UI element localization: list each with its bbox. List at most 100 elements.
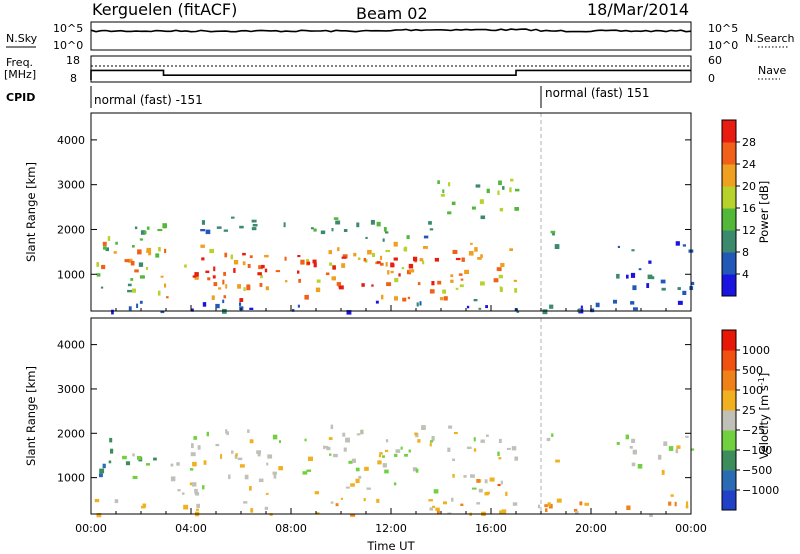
scatter-cell (460, 503, 464, 506)
scatter-cell (115, 241, 118, 245)
scatter-cell (230, 254, 233, 260)
scatter-cell (242, 252, 246, 256)
scatter-cell (544, 504, 548, 508)
time-axis-label: Time UT (366, 539, 415, 553)
scatter-cell (590, 308, 595, 313)
scatter-cell (237, 457, 243, 461)
scatter-cell (239, 298, 244, 302)
scatter-cell (364, 259, 368, 263)
scatter-cell (550, 230, 556, 234)
scatter-cell (213, 282, 218, 287)
scatter-cell (443, 501, 447, 505)
scatter-cell (264, 268, 268, 273)
scatter-cell (137, 456, 142, 460)
scatter-cell (407, 269, 411, 275)
scatter-cell (131, 288, 136, 293)
scatter-cell (401, 267, 405, 270)
scatter-cell (382, 463, 387, 468)
scatter-cell (573, 508, 578, 512)
scatter-cell (134, 226, 138, 230)
colorbar-swatch (722, 230, 736, 253)
scatter-cell (376, 498, 380, 503)
scatter-cell (292, 309, 295, 312)
scatter-cell (475, 184, 481, 188)
scatter-cell (417, 439, 421, 443)
scatter-cell (385, 262, 388, 267)
scatter-cell (431, 281, 435, 286)
scatter-cell (549, 304, 554, 309)
colorbar-swatch (722, 252, 736, 275)
scatter-cell (132, 245, 135, 248)
scatter-cell (215, 303, 220, 309)
scatter-cell (486, 434, 489, 437)
scatter-cell (142, 503, 147, 508)
scatter-cell (160, 310, 165, 314)
scatter-cell (660, 279, 666, 284)
scatter-cell (313, 262, 317, 268)
scatter-cell (316, 512, 320, 515)
scatter-cell (146, 463, 150, 466)
scatter-cell (377, 460, 382, 465)
scatter-cell (153, 457, 157, 461)
scatter-cell (258, 478, 264, 483)
scatter-cell (638, 268, 642, 271)
scatter-cell (197, 445, 201, 450)
scatter-cell (200, 244, 205, 248)
scatter-cell (507, 447, 511, 450)
scatter-cell (267, 454, 273, 459)
scatter-cell (429, 507, 434, 511)
scatter-cell (243, 287, 246, 292)
scatter-cell (429, 440, 434, 443)
scatter-cell (331, 228, 334, 232)
velocity-cells (94, 424, 695, 518)
scatter-cell (266, 462, 269, 466)
scatter-cell (429, 228, 434, 231)
colorbar-swatch (722, 142, 736, 165)
scatter-cell (138, 262, 144, 267)
scatter-cell (509, 248, 513, 251)
scatter-cell (239, 302, 242, 306)
colorbar-tick-label: −500 (742, 464, 772, 477)
scatter-cell (404, 453, 408, 457)
scatter-cell (416, 302, 419, 307)
colorbar-tick-label: −100 (742, 444, 772, 457)
scatter-cell (440, 193, 445, 197)
scatter-cell (443, 296, 448, 301)
scatter-cell (455, 257, 461, 261)
scatter-cell (132, 453, 135, 457)
scatter-cell (390, 270, 394, 274)
colorbar-tick-label: 8 (742, 246, 749, 259)
scatter-cell (451, 497, 454, 502)
scatter-cell (383, 227, 387, 232)
x-tick-label: 12:00 (375, 522, 407, 535)
scatter-cell (237, 284, 241, 289)
colorbar-swatch (722, 274, 736, 297)
scatter-cell (184, 264, 187, 268)
scatter-cell (428, 221, 432, 225)
colorbar-tick-label: 4 (742, 268, 749, 281)
scatter-cell (127, 289, 132, 293)
scatter-cell (409, 269, 415, 273)
colorbar-swatch (722, 186, 736, 209)
y-tick-label: 3000 (57, 179, 85, 192)
scatter-cell (452, 249, 458, 254)
scatter-cell (480, 215, 486, 220)
scatter-cell (96, 513, 102, 518)
y-tick-label: 1000 (57, 268, 85, 281)
scatter-cell (501, 509, 507, 515)
scatter-cell (220, 454, 223, 459)
scatter-cell (191, 308, 194, 312)
mode-label-1: normal (fast) -151 (94, 93, 203, 107)
scatter-cell (613, 299, 617, 304)
y-tick-label: 1000 (57, 472, 85, 485)
scatter-cell (139, 238, 143, 241)
scatter-cell (228, 474, 231, 480)
scatter-cell (316, 279, 321, 283)
scatter-cell (302, 471, 308, 475)
scatter-cell (461, 257, 465, 262)
scatter-cell (429, 289, 435, 294)
scatter-cell (130, 278, 134, 281)
scatter-cell (393, 482, 397, 486)
scatter-cell (390, 262, 394, 268)
scatter-cell (247, 264, 251, 268)
